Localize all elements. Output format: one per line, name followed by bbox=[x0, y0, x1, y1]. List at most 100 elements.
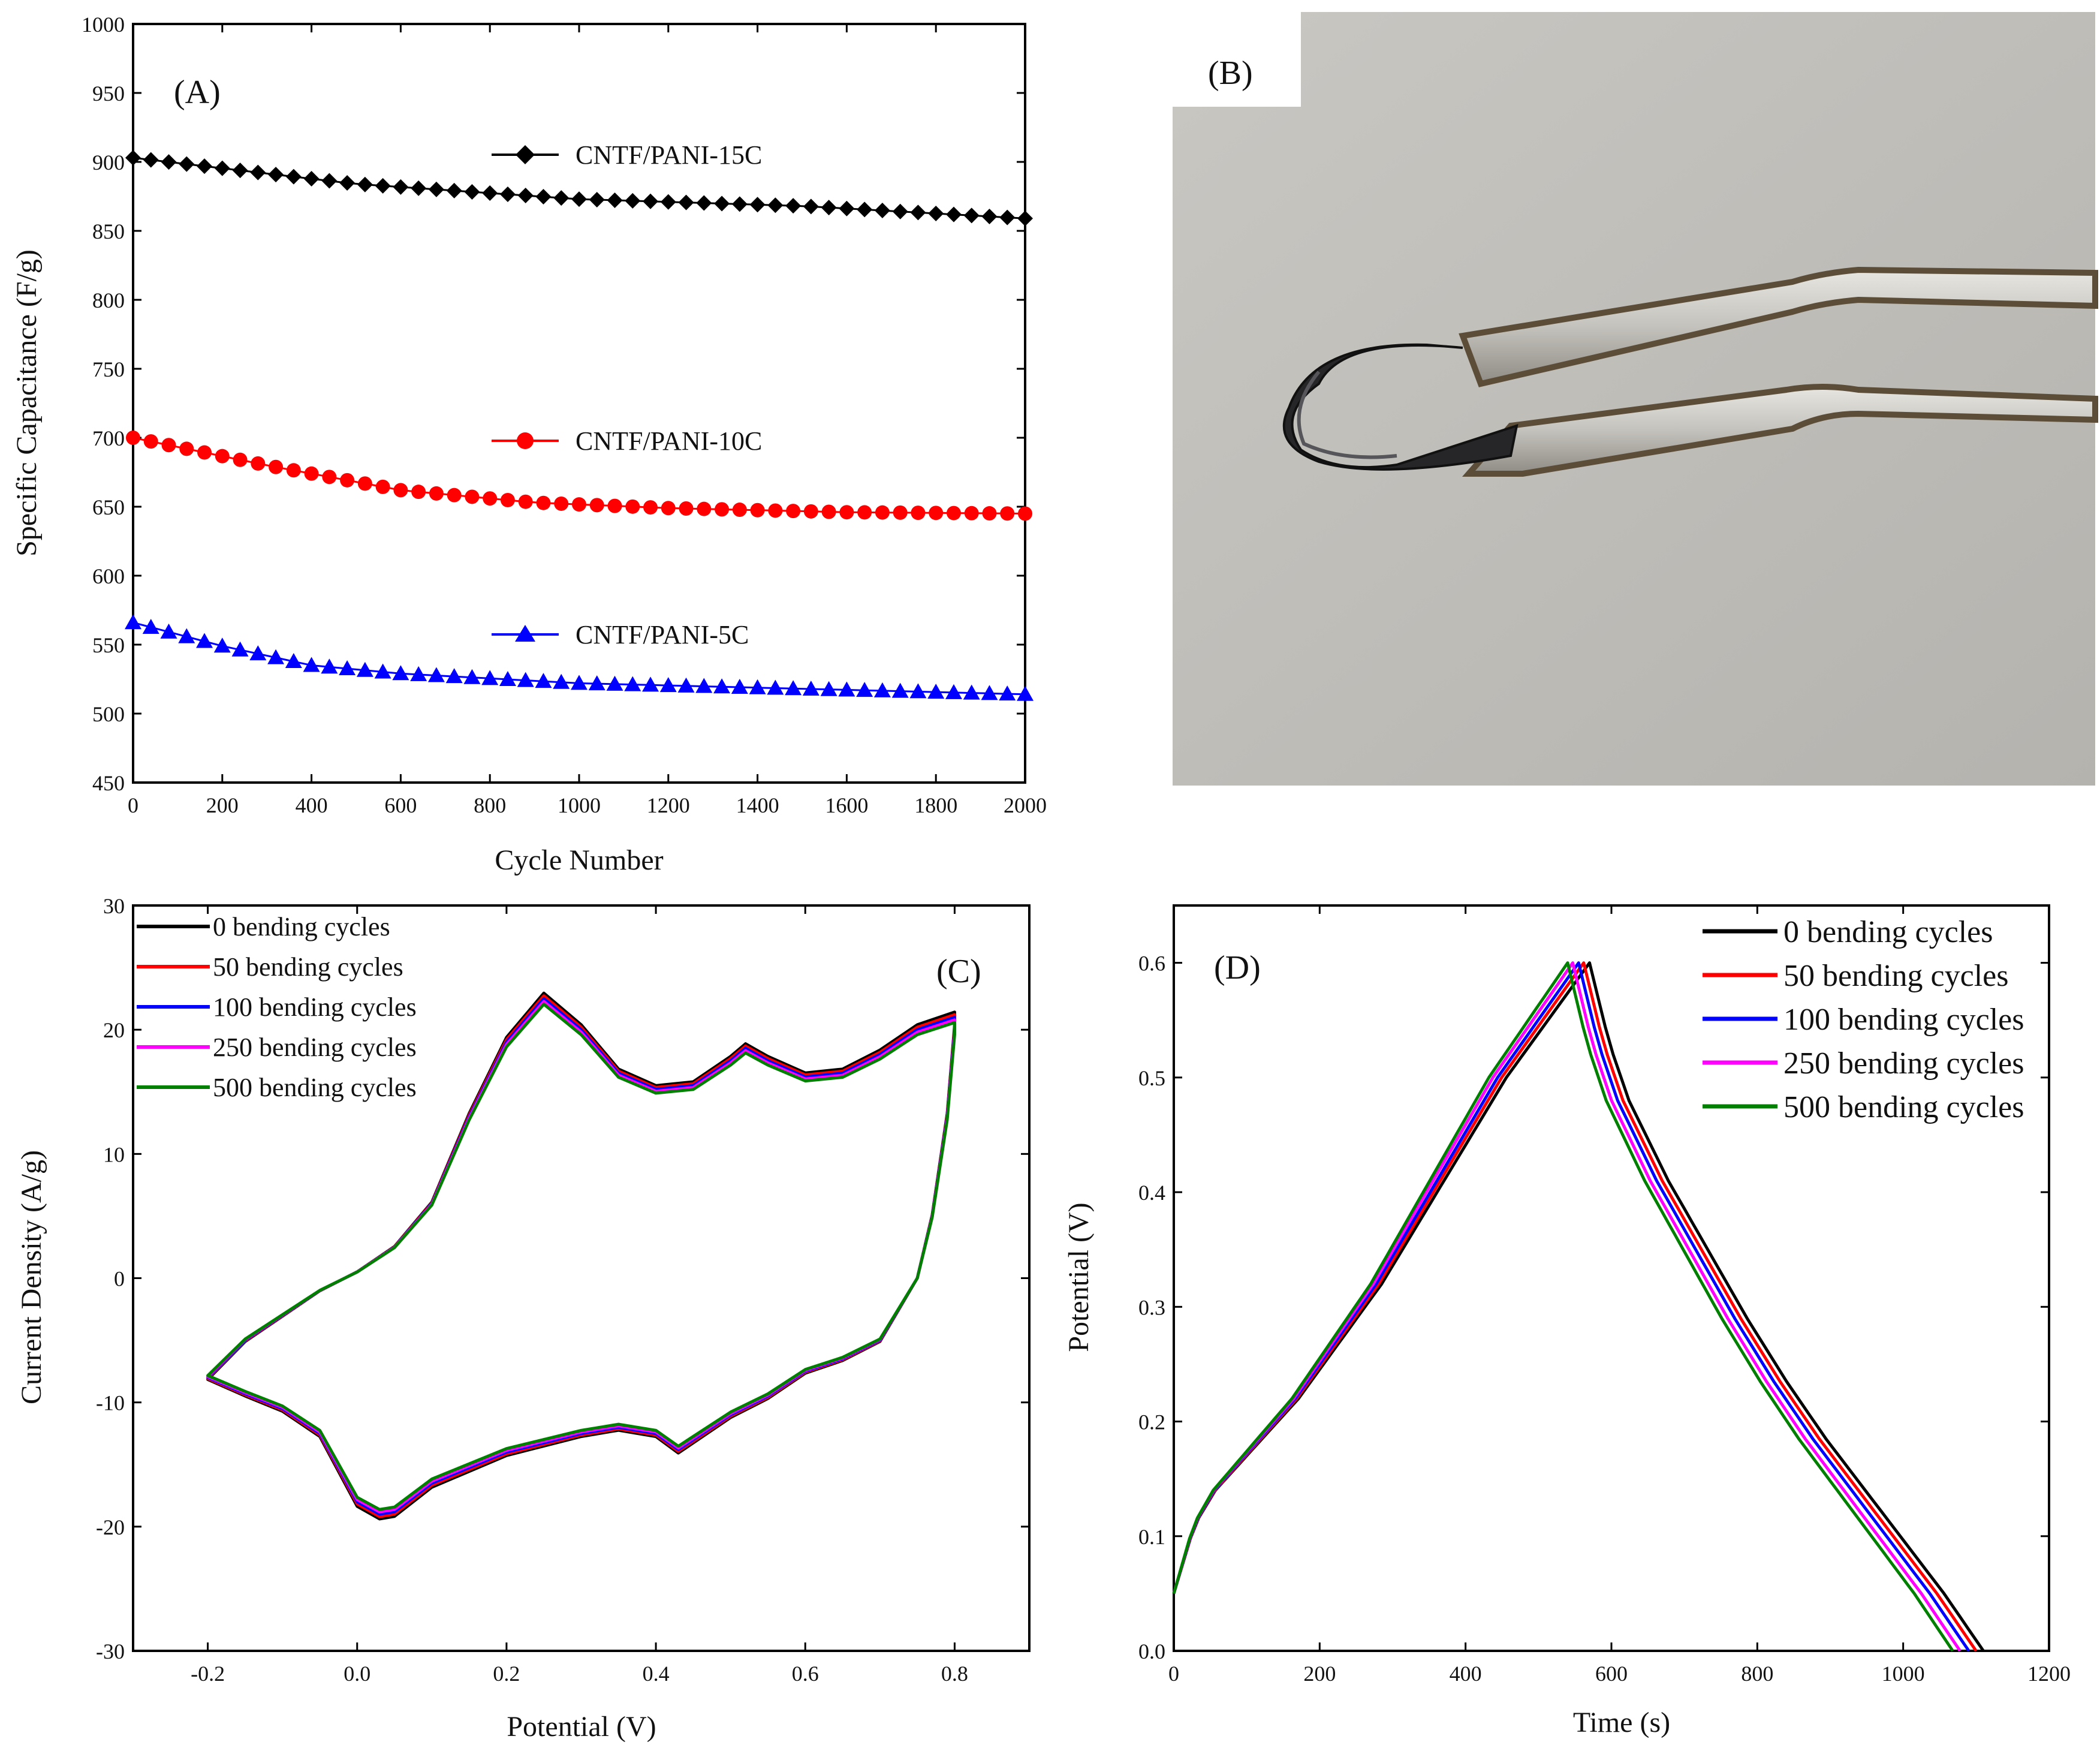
data-point bbox=[857, 505, 872, 520]
data-point bbox=[267, 649, 285, 664]
y-tick-label: 850 bbox=[92, 219, 125, 243]
y-tick-label: 950 bbox=[92, 82, 125, 106]
data-point bbox=[786, 504, 801, 519]
panel-c-series bbox=[206, 991, 956, 1521]
data-point bbox=[410, 666, 427, 681]
data-point bbox=[500, 492, 515, 507]
panel-a-x-ticks: 0 200 400 600 800 1000 1200 1400 1600 1800 2000 bbox=[128, 24, 1047, 817]
data-point bbox=[857, 201, 873, 218]
data-point bbox=[893, 505, 908, 520]
data-point bbox=[393, 483, 408, 498]
data-point bbox=[909, 683, 927, 699]
d-legend-label-500: 500 bending cycles bbox=[1783, 1090, 2024, 1124]
y-tick-label: 1000 bbox=[82, 13, 125, 37]
gcd-curve bbox=[1172, 961, 1971, 1652]
data-point bbox=[536, 495, 551, 510]
data-point bbox=[482, 185, 498, 201]
x-tick-label: 1000 bbox=[558, 793, 601, 817]
data-point bbox=[731, 196, 748, 212]
data-point bbox=[839, 505, 854, 520]
data-point bbox=[233, 452, 248, 467]
y-tick-label: 700 bbox=[92, 426, 125, 450]
data-point bbox=[464, 183, 480, 200]
panel-a-x-label: Cycle Number bbox=[495, 844, 663, 876]
data-point bbox=[161, 154, 177, 170]
x-tick-label: 1200 bbox=[2027, 1662, 2071, 1686]
panel-d-x-label: Time (s) bbox=[1573, 1707, 1670, 1738]
panel-a: 450 500 550 600 650 700 750 800 850 900 950 1000 0 2… bbox=[11, 13, 1047, 876]
data-point bbox=[571, 675, 587, 690]
data-point bbox=[214, 160, 230, 176]
data-point bbox=[356, 661, 373, 677]
data-point bbox=[1000, 506, 1015, 521]
y-tick-label: 0.6 bbox=[1138, 952, 1165, 976]
cv-curve bbox=[206, 1003, 956, 1511]
data-point bbox=[732, 503, 747, 518]
data-point bbox=[446, 182, 462, 198]
data-point bbox=[696, 195, 712, 211]
data-point bbox=[643, 500, 658, 515]
data-point bbox=[483, 491, 498, 506]
data-point bbox=[321, 658, 338, 674]
y-tick-label: 0.5 bbox=[1138, 1066, 1165, 1090]
data-point bbox=[499, 186, 516, 203]
data-point bbox=[768, 503, 783, 518]
data-point bbox=[213, 637, 231, 653]
data-point bbox=[197, 158, 213, 175]
data-point bbox=[803, 198, 819, 215]
data-point bbox=[553, 190, 570, 206]
panel-c-label: (C) bbox=[936, 953, 981, 990]
panel-c: -30 -20 -10 0 10 20 30 -0.2 0.0 0.2 0.4 0.6 0.8 (C)… bbox=[16, 894, 1031, 1743]
data-point bbox=[642, 676, 659, 692]
data-point bbox=[322, 470, 337, 485]
data-point bbox=[518, 494, 533, 509]
data-point bbox=[179, 156, 195, 172]
data-point bbox=[427, 667, 445, 682]
data-point bbox=[945, 206, 962, 222]
gcd-curve bbox=[1172, 961, 1985, 1652]
data-point bbox=[838, 681, 855, 697]
data-point bbox=[767, 197, 784, 213]
fiber-highlight bbox=[1297, 371, 1397, 459]
data-point bbox=[785, 680, 802, 696]
d-legend-label-100: 100 bending cycles bbox=[1783, 1003, 2024, 1037]
y-tick-label: 750 bbox=[92, 357, 125, 381]
panel-a-frame bbox=[132, 23, 1026, 784]
data-point bbox=[695, 678, 713, 693]
data-point bbox=[963, 207, 980, 224]
y-tick-label: -20 bbox=[96, 1515, 125, 1539]
data-point bbox=[178, 628, 195, 643]
data-point bbox=[927, 684, 945, 699]
panel-c-x-label: Potential (V) bbox=[507, 1711, 656, 1743]
x-tick-label: 800 bbox=[474, 793, 506, 817]
data-point bbox=[445, 668, 463, 684]
x-tick-label: 800 bbox=[1741, 1662, 1773, 1686]
data-point bbox=[375, 479, 390, 494]
y-tick-label: 0.1 bbox=[1138, 1525, 1165, 1549]
data-point bbox=[250, 164, 266, 180]
data-point bbox=[1017, 685, 1034, 701]
data-point bbox=[607, 192, 623, 208]
data-point bbox=[999, 209, 1016, 225]
x-tick-label: 0 bbox=[1168, 1662, 1179, 1686]
data-point bbox=[946, 506, 961, 521]
x-tick-label: 0.6 bbox=[792, 1662, 819, 1686]
data-point bbox=[411, 180, 427, 196]
y-tick-label: -10 bbox=[96, 1391, 125, 1415]
data-point bbox=[964, 506, 979, 521]
data-point bbox=[891, 682, 909, 698]
legend-marker-10c bbox=[517, 432, 534, 449]
data-point bbox=[357, 176, 373, 192]
data-point bbox=[249, 645, 267, 661]
data-point bbox=[571, 191, 587, 207]
c-legend-label-0: 0 bending cycles bbox=[213, 912, 390, 941]
data-point bbox=[963, 684, 980, 700]
data-point bbox=[625, 192, 641, 209]
y-tick-label: 900 bbox=[92, 151, 125, 175]
data-point bbox=[465, 489, 480, 504]
panel-a-legend: CNTF/PANI-15C CNTF/PANI-10C CNTF/PANI-5C bbox=[492, 140, 762, 649]
panel-d: 0.0 0.1 0.2 0.3 0.4 0.5 0.6 0 200 400 600 800 1000 1… bbox=[1063, 904, 2071, 1738]
x-tick-label: 0.8 bbox=[941, 1662, 968, 1686]
legend-label-10c: CNTF/PANI-10C bbox=[576, 426, 762, 456]
data-point bbox=[375, 177, 391, 194]
